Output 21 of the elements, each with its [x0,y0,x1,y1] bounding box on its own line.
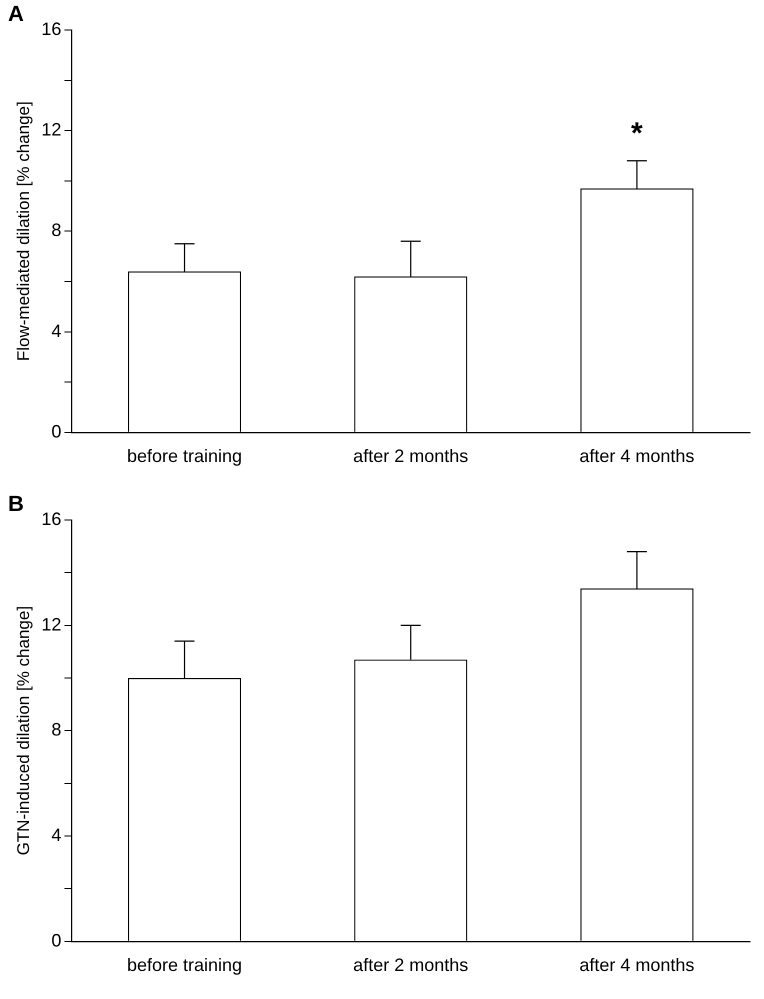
y-tick-label: 16 [41,18,62,39]
x-tick-label: after 4 months [579,955,694,976]
y-axis-title: Flow-mediated dilation [% change] [14,101,33,362]
y-tick-label: 12 [41,120,62,140]
x-tick-label: before training [126,955,242,976]
y-tick-label: 4 [51,825,62,846]
x-tick-label: after 2 months [353,446,468,466]
y-tick-label: 8 [51,220,62,240]
y-axis-title: GTN-induced dilation [% change] [14,606,33,856]
y-tick-label: 0 [51,421,62,442]
x-tick-label: before training [126,446,242,466]
y-tick-label: 16 [41,508,62,529]
y-tick-label: 8 [51,720,62,740]
chart-title: B [8,491,24,516]
y-tick-label: 12 [41,614,62,634]
chart-title: A [8,1,24,26]
annotation: * [631,117,644,150]
y-tick-label: 0 [51,930,62,950]
y-tick-label: 4 [51,320,62,341]
x-tick-label: after 4 months [579,446,694,466]
x-tick-label: after 2 months [353,955,468,976]
